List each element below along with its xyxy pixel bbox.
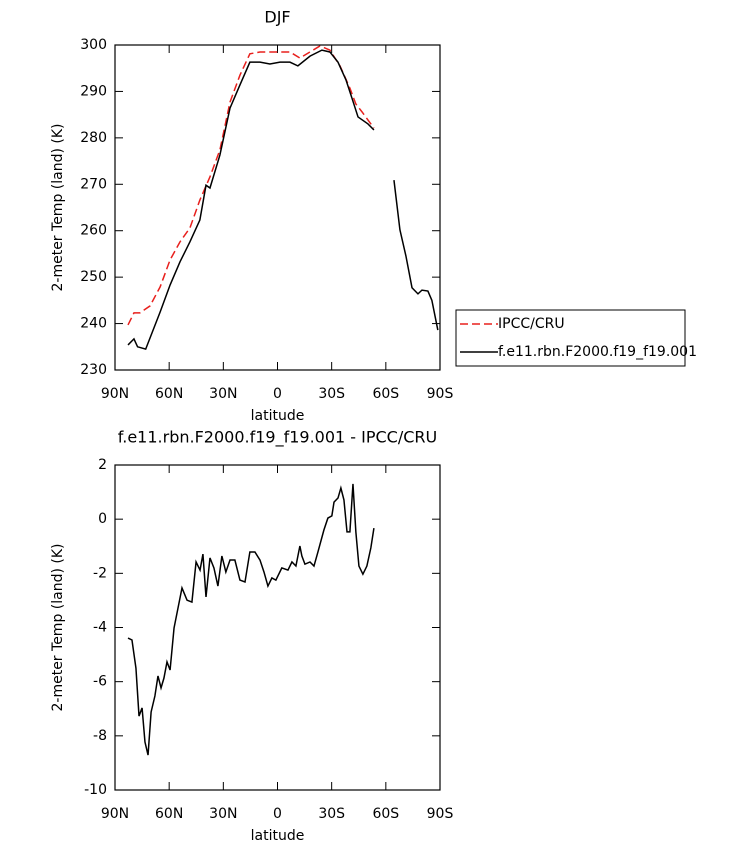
- plot-frame: [114, 464, 441, 791]
- chart-title: f.e11.rbn.F2000.f19_f19.001 - IPCC/CRU: [118, 428, 437, 448]
- data-line: [127, 483, 375, 756]
- x-tick-label: 60N: [155, 386, 183, 402]
- y-axis-label: 2-meter Temp (land) (K): [50, 544, 66, 712]
- plot-frame: [114, 44, 441, 371]
- x-tick-label: 30N: [209, 386, 237, 402]
- data-line: [127, 49, 439, 351]
- y-tick-label: 260: [80, 223, 107, 239]
- data-line: [127, 45, 375, 326]
- x-tick-label: 30S: [318, 386, 345, 402]
- y-tick-label: 0: [98, 511, 107, 527]
- x-tick-label: 90S: [427, 806, 454, 822]
- x-tick-label: 90N: [101, 386, 129, 402]
- x-axis-label: latitude: [251, 408, 305, 424]
- x-tick-label: 60N: [155, 806, 183, 822]
- y-tick-label: -2: [93, 565, 107, 581]
- y-tick-label: 2: [98, 457, 107, 473]
- x-tick-label: 90S: [427, 386, 454, 402]
- legend-label: IPCC/CRU: [498, 316, 565, 332]
- y-tick-label: 300: [80, 37, 107, 53]
- x-tick-label: 90N: [101, 806, 129, 822]
- y-tick-label: 240: [80, 316, 107, 332]
- y-tick-label: -8: [93, 728, 107, 744]
- x-tick-label: 0: [273, 386, 282, 402]
- y-tick-label: 280: [80, 130, 107, 146]
- x-tick-label: 60S: [372, 386, 399, 402]
- x-tick-label: 30N: [209, 806, 237, 822]
- y-tick-label: -4: [93, 620, 107, 636]
- x-axis-label: latitude: [251, 828, 305, 844]
- x-tick-label: 30S: [318, 806, 345, 822]
- x-tick-label: 0: [273, 806, 282, 822]
- y-axis-label: 2-meter Temp (land) (K): [50, 124, 66, 292]
- y-tick-label: 250: [80, 269, 107, 285]
- y-tick-label: 230: [80, 362, 107, 378]
- legend-label: f.e11.rbn.F2000.f19_f19.001: [498, 344, 697, 360]
- y-tick-label: 270: [80, 176, 107, 192]
- x-tick-label: 60S: [372, 806, 399, 822]
- y-tick-label: -6: [93, 674, 107, 690]
- chart-title: DJF: [264, 8, 290, 27]
- y-tick-label: 290: [80, 83, 107, 99]
- legend-box: [455, 309, 686, 367]
- y-tick-label: -10: [84, 782, 107, 798]
